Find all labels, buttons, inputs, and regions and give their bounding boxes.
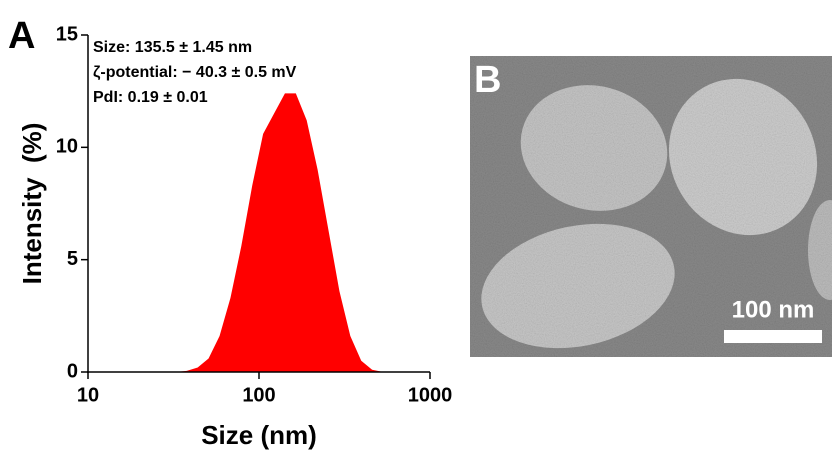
y-tick-label: 15 — [56, 23, 78, 45]
annotation: ζ-potential: − 40.3 ± 0.5 mV — [93, 64, 297, 81]
y-tick-label: 0 — [67, 360, 78, 382]
tem-image — [470, 56, 832, 357]
y-tick-label: 10 — [56, 136, 78, 158]
annotation: Size: 135.5 ± 1.45 nm — [93, 39, 252, 56]
y-tick-label: 5 — [67, 248, 78, 270]
x-tick-label: 1000 — [408, 384, 453, 406]
plot: 0 5 10 15 10 100 1000 Size (nm) Intensity (%) Siz… — [17, 23, 452, 450]
x-tick-label: 10 — [77, 384, 99, 406]
panel-label: A — [8, 15, 35, 57]
scale-bar-label: 100 nm — [732, 296, 815, 323]
annotation: PdI: 0.19 ± 0.01 — [93, 89, 208, 106]
x-axis-title: Size (nm) — [201, 420, 317, 450]
y-axis-title: Intensity (%) — [17, 123, 47, 285]
panel-label: B — [474, 59, 501, 101]
x-tick-label: 100 — [242, 384, 275, 406]
area — [154, 93, 394, 372]
